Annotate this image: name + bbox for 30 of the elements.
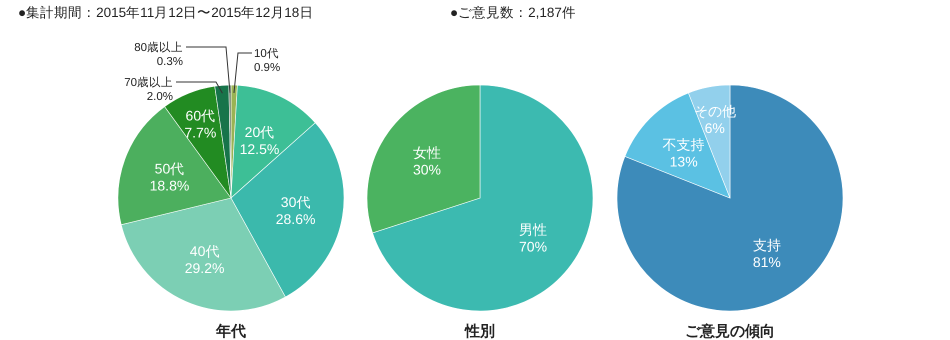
text: ●集計期間：2015年11月12日〜2015年12月18日 bbox=[18, 5, 314, 20]
data-label: 30% bbox=[412, 161, 441, 178]
slice-label: 10代 bbox=[254, 47, 279, 60]
slice-label: 80歳以上 bbox=[134, 41, 183, 54]
slice-label: 女性 bbox=[412, 144, 441, 160]
slice-label: 男性 bbox=[519, 222, 548, 238]
data-label: 0.3% bbox=[156, 56, 183, 68]
data-label: 6% bbox=[704, 120, 725, 136]
data-label: 29.2% bbox=[184, 260, 224, 276]
slice-label: 不支持 bbox=[662, 136, 705, 153]
slice-label: 60代 bbox=[186, 108, 216, 124]
slice-label: 30代 bbox=[280, 194, 310, 210]
data-label: 12.5% bbox=[240, 140, 280, 157]
data-label: 7.7% bbox=[184, 124, 216, 141]
data-label: 81% bbox=[752, 254, 781, 270]
text: ご意見の傾向 bbox=[685, 323, 775, 340]
text: 年代 bbox=[215, 323, 246, 340]
slice-label: 50代 bbox=[154, 160, 184, 176]
data-label: 0.9% bbox=[254, 62, 280, 74]
slice-label: 70歳以上 bbox=[124, 76, 173, 89]
data-label: 2.0% bbox=[146, 91, 173, 103]
data-label: 28.6% bbox=[276, 211, 316, 228]
slice-label: 40代 bbox=[190, 242, 220, 259]
data-label: 70% bbox=[519, 238, 548, 255]
slice-label: 支持 bbox=[752, 237, 781, 254]
slice-label: 20代 bbox=[244, 124, 274, 140]
data-label: 18.8% bbox=[150, 177, 190, 194]
text: 性別 bbox=[464, 323, 495, 340]
text: ●ご意見数：2,187件 bbox=[450, 5, 576, 20]
data-label: 13% bbox=[670, 154, 698, 170]
